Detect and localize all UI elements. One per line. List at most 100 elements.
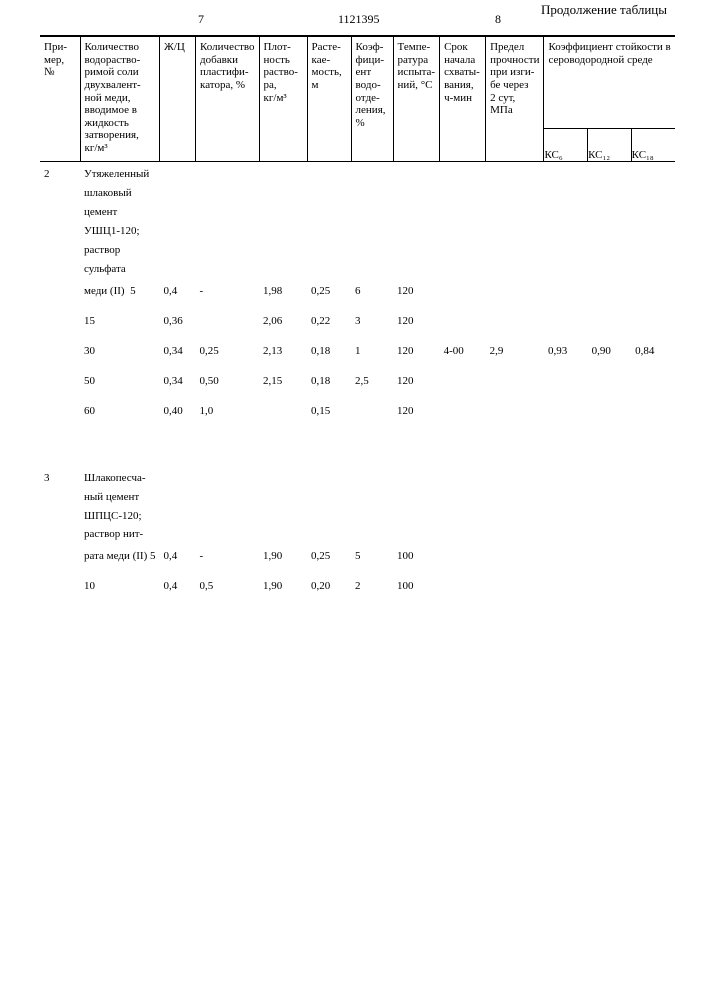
cell: 0,90 (588, 336, 632, 366)
cell (544, 571, 588, 601)
cell: 1,90 (259, 571, 307, 601)
document-number: 1121395 (338, 12, 380, 27)
cell (544, 541, 588, 571)
desc-line: меди (II) (84, 285, 125, 297)
cell: 2,5 (351, 366, 393, 396)
cell (486, 396, 544, 426)
cell: 0,15 (307, 396, 351, 426)
table-row: рата меди (II) 5 0,4 - 1,90 0,25 5 100 (40, 541, 675, 571)
col-kc12: КС₁₂ (588, 129, 632, 162)
cell: 0,18 (307, 336, 351, 366)
cell: 1 (351, 336, 393, 366)
cell: 0,34 (160, 366, 196, 396)
cell (544, 276, 588, 306)
cell: 2,06 (259, 306, 307, 336)
cell: 1,98 (259, 276, 307, 306)
cell: 0,40 (160, 396, 196, 426)
desc-line: ный цемент (80, 485, 160, 504)
desc-line: цемент (80, 200, 160, 219)
table-row: меди (II) 5 0,4 - 1,98 0,25 6 120 (40, 276, 675, 306)
table-row: 15 0,36 2,06 0,22 3 120 (40, 306, 675, 336)
cell: 0,20 (307, 571, 351, 601)
table-row: сульфата (40, 257, 675, 276)
cell (631, 396, 675, 426)
cell: 0,84 (631, 336, 675, 366)
cell: 2,15 (259, 366, 307, 396)
cell: 50 (80, 366, 160, 396)
cell (440, 541, 486, 571)
desc-line: Шлакопесча- (80, 466, 160, 485)
cell: 120 (393, 366, 440, 396)
desc-line: Утяжеленный (80, 161, 160, 180)
cell: 120 (393, 336, 440, 366)
desc-line: ШПЦС-120; (80, 504, 160, 523)
cell: - (196, 276, 260, 306)
cell (196, 306, 260, 336)
col-density: Плот-ностьраство-ра,кг/м³ (259, 36, 307, 161)
spacer-row (40, 426, 675, 466)
cell (440, 366, 486, 396)
cell (588, 366, 632, 396)
cell: 5 (150, 550, 156, 562)
table-row: цемент (40, 200, 675, 219)
table-row: 60 0,40 1,0 0,15 120 (40, 396, 675, 426)
table-row: 10 0,4 0,5 1,90 0,20 2 100 (40, 571, 675, 601)
table-row: шлаковый (40, 181, 675, 200)
cell: 30 (80, 336, 160, 366)
cell: 0,36 (160, 306, 196, 336)
cell (588, 396, 632, 426)
cell: 1,90 (259, 541, 307, 571)
cell: 3 (351, 306, 393, 336)
cell (440, 306, 486, 336)
cell (544, 306, 588, 336)
cell (486, 571, 544, 601)
cell: 5 (130, 285, 136, 297)
table-header-row: При-мер,№ Количествоводораство-римой сол… (40, 36, 675, 129)
cell: 120 (393, 396, 440, 426)
col-primer: При-мер,№ (40, 36, 80, 161)
table-row: УШЦ1-120; (40, 219, 675, 238)
table-row: ШПЦС-120; (40, 504, 675, 523)
col-separation: Коэф-фици-ентводо-отде-ления,% (351, 36, 393, 161)
cell: 2,9 (486, 336, 544, 366)
cell (631, 276, 675, 306)
data-table: При-мер,№ Количествоводораство-римой сол… (40, 35, 675, 601)
cell: 5 (351, 541, 393, 571)
cell (440, 396, 486, 426)
page: 7 1121395 8 Продолжение таблицы При-мер,… (0, 0, 707, 1000)
desc-line: раствор (80, 238, 160, 257)
cell: 120 (393, 276, 440, 306)
cell (486, 276, 544, 306)
col-kc18: КС₁₈ (631, 129, 675, 162)
primer-number: 2 (40, 161, 80, 180)
cell: 0,50 (196, 366, 260, 396)
cell: 100 (393, 571, 440, 601)
table-row: раствор нит- (40, 522, 675, 541)
table-row: ный цемент (40, 485, 675, 504)
cell (259, 396, 307, 426)
col-flow: Расте-кае-мость,м (307, 36, 351, 161)
cell (440, 571, 486, 601)
cell (631, 366, 675, 396)
cell (440, 276, 486, 306)
continuation-label: Продолжение таблицы (541, 2, 667, 18)
cell: 0,25 (196, 336, 260, 366)
desc-line: рата меди (II) (84, 550, 147, 562)
col-kc6: КС₆ (544, 129, 588, 162)
desc-line: шлаковый (80, 181, 160, 200)
cell: 0,4 (160, 571, 196, 601)
cell (588, 541, 632, 571)
table-row: 2 Утяжеленный (40, 161, 675, 180)
cell (588, 306, 632, 336)
cell (351, 396, 393, 426)
page-number-left: 7 (198, 12, 204, 27)
desc-line: раствор нит- (80, 522, 160, 541)
cell: 0,4 (160, 541, 196, 571)
col-salt-qty: Количествоводораство-римой солидвухвален… (80, 36, 160, 161)
cell: 0,93 (544, 336, 588, 366)
cell: - (196, 541, 260, 571)
cell: 1,0 (196, 396, 260, 426)
cell: 0,5 (196, 571, 260, 601)
table-row: 3 Шлакопесча- (40, 466, 675, 485)
cell: 10 (80, 571, 160, 601)
